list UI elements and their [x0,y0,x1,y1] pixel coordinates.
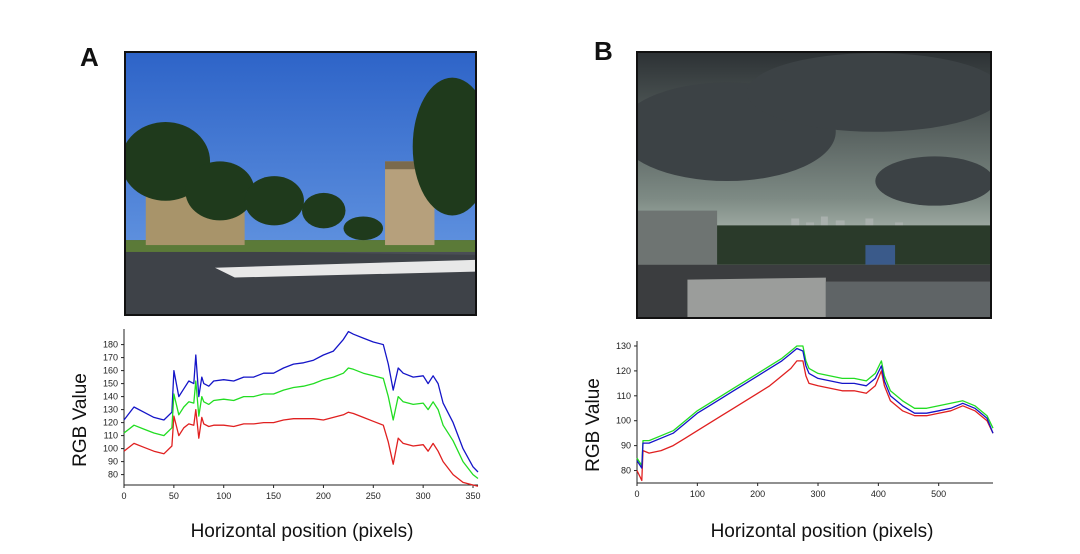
chart-b-ytick-label: 90 [621,441,631,451]
chart-b-xtick-label: 0 [634,489,639,499]
chart-b-ylabel: RGB Value [583,378,604,472]
chart-b: 80 90 100 110 120 130 0 100 200 300 400 500 Horizon… [583,341,994,542]
chart-a-ytick-label: 110 [104,431,118,441]
chart-a-ytick-label: 140 [103,392,118,402]
chart-a-ylabel: RGB Value [70,373,91,467]
chart-b-series-blue [636,347,994,469]
panel-label-a: A [80,42,99,72]
chart-a-xtick-label: 100 [216,491,231,501]
chart-a-ytick-label: 180 [103,340,118,350]
chart-a-xtick-label: 250 [366,491,381,501]
photo-b-storm-scene [638,53,990,317]
chart-a-xtick-label: 0 [121,491,126,501]
chart-b-plot-layer: 80 90 100 110 120 130 0 100 200 300 400 500 [616,341,994,499]
chart-b-ytick-label: 130 [616,341,631,351]
chart-a-series-red [123,408,479,487]
chart-a-ytick-label: 150 [103,379,118,389]
photo-a [124,51,477,316]
chart-a-ytick-label: 170 [103,353,118,363]
chart-a-xtick-label: 50 [169,491,179,501]
photo-a-campus-scene [126,53,475,314]
chart-b-ytick-label: 110 [617,391,631,401]
chart-a-xtick-label: 350 [465,491,480,501]
chart-b-xtick-label: 100 [690,489,705,499]
chart-b-axes [636,341,993,484]
chart-b-xtick-label: 500 [931,489,946,499]
photo-b [636,51,992,319]
chart-a-series-green [123,367,479,480]
chart-a: 80 90 100 110 120 130 140 150 160 170 180 0 50 100 150… [70,329,481,542]
chart-b-series-red [636,360,994,482]
chart-b-xtick-label: 200 [750,489,765,499]
chart-a-ytick-label: 160 [103,366,118,376]
chart-b-series-green [636,345,994,467]
chart-a-ytick-label: 100 [103,444,118,454]
chart-a-xtick-label: 150 [266,491,281,501]
chart-a-xlabel: Horizontal position (pixels) [191,521,414,542]
panel-label-b: B [594,36,613,66]
chart-b-ytick-label: 80 [621,466,631,476]
chart-a-ytick-label: 130 [103,405,118,415]
chart-a-xtick-label: 300 [416,491,431,501]
chart-b-ytick-label: 120 [616,366,631,376]
chart-a-ytick-label: 80 [108,470,118,480]
chart-b-xtick-label: 400 [871,489,886,499]
chart-a-ytick-label: 90 [108,457,118,467]
chart-b-ytick-label: 100 [616,416,631,426]
chart-a-ytick-label: 120 [103,418,118,428]
chart-a-series-blue [123,330,479,473]
chart-a-plot-layer: 80 90 100 110 120 130 140 150 160 170 180 0 50 100 150… [103,329,481,501]
chart-a-xtick-label: 200 [316,491,331,501]
chart-b-xtick-label: 300 [811,489,826,499]
chart-b-xlabel: Horizontal position (pixels) [711,521,934,542]
